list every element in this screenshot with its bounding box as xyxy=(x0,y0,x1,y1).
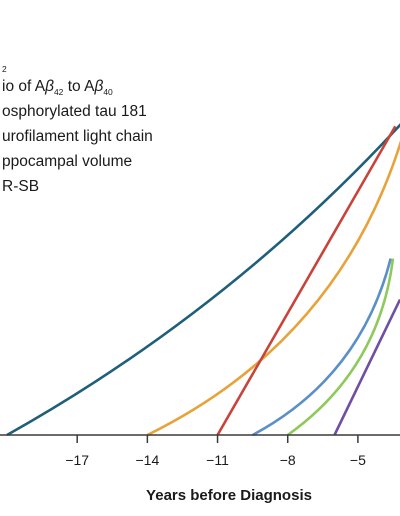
x-tick-label-3: −8 xyxy=(280,452,296,468)
series-line-4 xyxy=(286,258,395,437)
series-line-2 xyxy=(216,125,397,436)
series-line-3 xyxy=(252,258,392,437)
x-tick-label-1: −14 xyxy=(135,452,159,468)
x-tick-label-4: −5 xyxy=(350,452,366,468)
x-tick-label-0: −17 xyxy=(65,452,89,468)
legend-label-2: osphorylated tau 181 xyxy=(2,103,147,120)
series-line-0 xyxy=(6,123,400,437)
x-axis-title: Years before Diagnosis xyxy=(146,487,312,504)
legend-label-1: io of Aβ42 to Aβ40 xyxy=(2,78,113,97)
series-layer xyxy=(6,123,400,437)
x-axis-ticks: −17 −14 −11 −8 −5 xyxy=(65,435,366,468)
legend: 2 io of Aβ42 to Aβ40 osphorylated tau 18… xyxy=(2,64,153,195)
legend-label-0: 2 xyxy=(2,64,7,74)
series-line-1 xyxy=(146,140,400,437)
x-tick-label-2: −11 xyxy=(206,452,229,468)
legend-label-4: ppocampal volume xyxy=(2,153,132,170)
legend-label-5: R-SB xyxy=(2,178,39,195)
legend-label-3: urofilament light chain xyxy=(2,128,153,145)
series-line-5 xyxy=(333,298,400,436)
